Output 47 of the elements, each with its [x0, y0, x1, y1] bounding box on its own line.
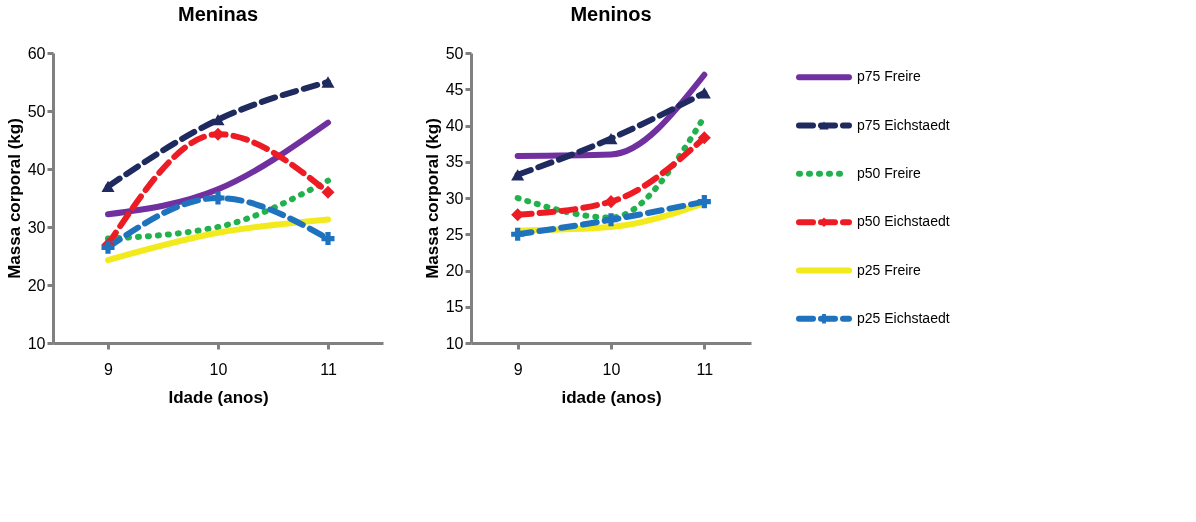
legend-label: p50 Freire: [857, 164, 922, 181]
chart-title: Meninas: [177, 3, 259, 25]
legend-label: p75 Eichstaedt: [857, 116, 950, 133]
x-tick-label: 10: [209, 360, 228, 378]
point: [211, 114, 225, 126]
x-tick-label: 9: [104, 360, 114, 378]
point: [604, 213, 618, 227]
x-tick-label: 10: [602, 360, 621, 378]
legend-label: p25 Freire: [857, 261, 922, 278]
point: [697, 195, 711, 209]
x-axis-title: Idade (anos): [168, 387, 269, 407]
y-tick-label: 30: [445, 189, 464, 207]
x-tick-label: 9: [513, 360, 523, 378]
x-axis-title: idade (anos): [561, 387, 662, 407]
y-tick-label: 40: [445, 117, 464, 134]
legend-label: p75 Freire: [857, 68, 922, 85]
point: [321, 232, 335, 246]
point: [321, 76, 335, 88]
y-tick-label: 50: [27, 102, 46, 120]
point: [697, 87, 711, 99]
y-tick-label: 20: [445, 262, 464, 279]
point: [511, 227, 525, 241]
y-tick-label: 10: [27, 334, 46, 352]
point: [604, 132, 618, 145]
y-tick-label: 50: [445, 44, 464, 62]
point: [321, 185, 335, 199]
y-axis-title: Massa corporal (kg): [422, 118, 442, 279]
y-tick-label: 35: [445, 153, 464, 171]
legend-label: p50 Eichstaedt: [857, 213, 950, 230]
y-axis-title: Massa corporal (kg): [4, 118, 24, 279]
y-tick-label: 15: [445, 298, 464, 316]
y-tick-label: 45: [445, 80, 464, 98]
point: [101, 180, 115, 193]
x-tick-label: 11: [320, 360, 337, 378]
x-tick-label: 11: [696, 360, 714, 378]
point: [604, 195, 618, 209]
point: [211, 191, 225, 205]
chart-title: Meninos: [570, 3, 652, 25]
y-tick-label: 40: [27, 160, 46, 178]
y-tick-label: 60: [27, 44, 46, 62]
y-tick-label: 25: [445, 225, 464, 243]
y-tick-label: 30: [27, 218, 46, 236]
y-tick-label: 10: [445, 334, 464, 352]
y-tick-label: 20: [27, 276, 46, 294]
legend-label: p25 Eichstaedt: [857, 309, 950, 326]
point: [511, 169, 525, 181]
point: [697, 131, 711, 145]
